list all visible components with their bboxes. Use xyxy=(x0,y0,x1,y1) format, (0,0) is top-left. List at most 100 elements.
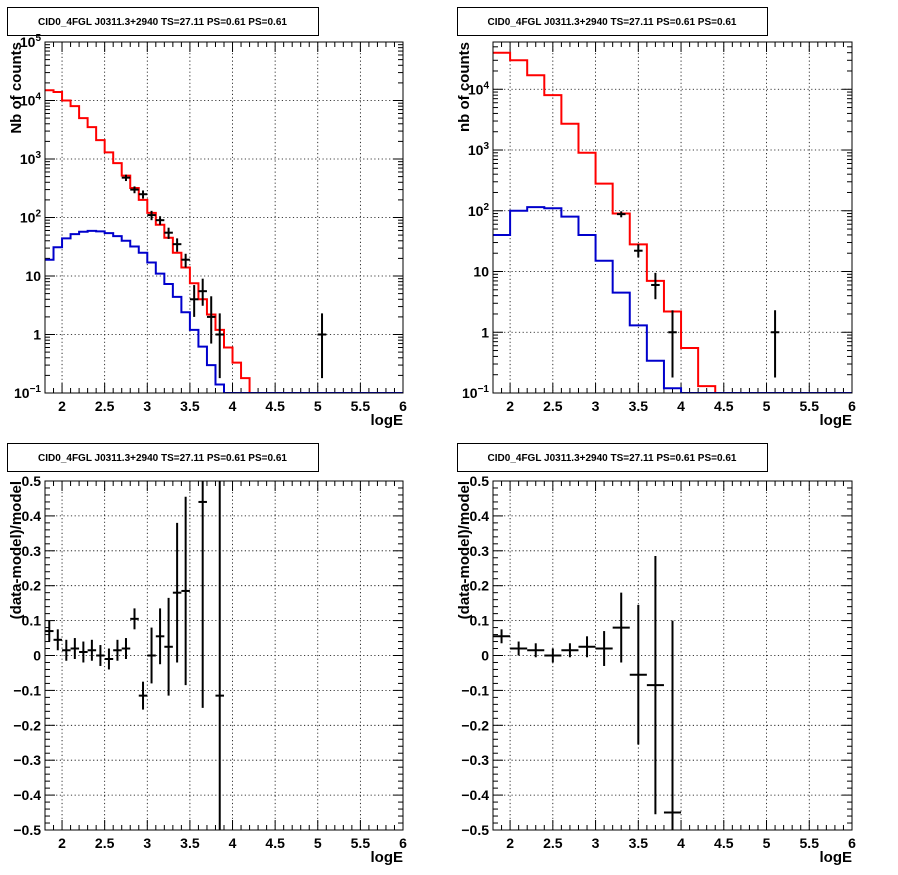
y-tick-label: 10−1 xyxy=(14,384,41,401)
data-point xyxy=(87,639,97,661)
x-tick-label: 4.5 xyxy=(714,398,734,414)
data-point xyxy=(510,641,528,656)
data-point xyxy=(198,278,207,306)
y-tick-label: 102 xyxy=(468,202,490,219)
data-point xyxy=(634,244,643,258)
chart-title: CID0_4FGL J0311.3+2940 TS=27.11 PS=0.61 … xyxy=(488,17,737,28)
x-tick-label: 5 xyxy=(314,835,322,851)
y-tick-label: 0.5 xyxy=(22,473,42,489)
grid xyxy=(493,42,852,393)
data-point xyxy=(147,627,156,684)
data-point xyxy=(616,211,626,218)
series-2-step-line xyxy=(45,229,403,393)
x-tick-label: 4.5 xyxy=(714,835,734,851)
data-point xyxy=(70,638,80,659)
plot-frame xyxy=(492,480,853,831)
x-tick-label: 5 xyxy=(763,835,771,851)
data-point xyxy=(172,522,182,663)
x-tick-label: 3.5 xyxy=(180,398,200,414)
panel-1: CID0_4FGL J0311.3+2940 TS=27.11 PS=0.61 … xyxy=(7,7,407,429)
data-point xyxy=(138,681,148,710)
title-box xyxy=(457,7,768,36)
x-tick-label: 6 xyxy=(848,398,856,414)
y-tick-label: 105 xyxy=(20,33,42,50)
data-point xyxy=(53,629,63,651)
series-group xyxy=(45,481,224,830)
chart-title: CID0_4FGL J0311.3+2940 TS=27.11 PS=0.61 … xyxy=(38,17,287,28)
y-tick-label: 0.4 xyxy=(22,508,42,524)
x-tick-label: 2 xyxy=(506,398,514,414)
y-tick-label: 0.1 xyxy=(470,613,490,629)
x-axis-label: logE xyxy=(371,849,404,866)
data-point xyxy=(561,643,579,658)
data-point xyxy=(155,608,165,665)
y-tick-label: −0.1 xyxy=(461,682,489,698)
y-tick-label: −0.1 xyxy=(13,682,41,698)
x-axis-label: logE xyxy=(820,412,853,429)
panel-2: CID0_4FGL J0311.3+2940 TS=27.11 PS=0.61 … xyxy=(456,7,856,429)
y-tick-label: −0.3 xyxy=(13,752,41,768)
x-tick-label: 5.5 xyxy=(351,398,371,414)
x-tick-label: 6 xyxy=(848,835,856,851)
data-point xyxy=(113,639,122,661)
y-tick-label: 104 xyxy=(468,80,490,97)
series-1-step-line xyxy=(493,51,852,393)
x-tick-label: 4 xyxy=(677,835,685,851)
data-point xyxy=(663,620,682,830)
data-point xyxy=(155,216,165,225)
data-point xyxy=(62,639,71,661)
data-point xyxy=(172,238,182,252)
y-tick-label: −0.5 xyxy=(13,822,41,838)
y-tick-label: 0.4 xyxy=(470,508,490,524)
data-point xyxy=(215,481,224,830)
y-tick-label: −0.3 xyxy=(461,752,489,768)
y-axis-label: (data-model)/model xyxy=(8,481,25,619)
chart-title: CID0_4FGL J0311.3+2940 TS=27.11 PS=0.61 … xyxy=(38,453,287,464)
x-tick-label: 2.5 xyxy=(95,398,115,414)
x-tick-label: 5 xyxy=(763,398,771,414)
x-axis-label: logE xyxy=(820,849,853,866)
series-group xyxy=(493,51,852,393)
y-tick-label: 1 xyxy=(33,327,41,343)
panel-4: CID0_4FGL J0311.3+2940 TS=27.11 PS=0.61 … xyxy=(456,443,856,866)
data-point xyxy=(317,313,327,379)
x-tick-label: 5.5 xyxy=(800,835,820,851)
data-point xyxy=(651,272,660,300)
series-1-step-line xyxy=(45,89,403,393)
x-tick-label: 3 xyxy=(592,398,600,414)
x-tick-label: 2.5 xyxy=(95,835,115,851)
x-tick-label: 2 xyxy=(506,835,514,851)
x-tick-label: 3.5 xyxy=(180,835,200,851)
y-tick-label: 0.3 xyxy=(22,543,42,559)
data-point xyxy=(578,636,596,658)
y-tick-label: 10−1 xyxy=(462,384,489,401)
x-tick-label: 6 xyxy=(399,398,407,414)
title-box xyxy=(457,443,768,472)
y-tick-label: 10 xyxy=(25,268,41,284)
data-point xyxy=(493,629,511,644)
series-group xyxy=(493,556,682,830)
y-tick-label: 1 xyxy=(481,324,489,340)
title-box xyxy=(7,443,319,472)
x-tick-label: 4.5 xyxy=(265,398,285,414)
series-group xyxy=(45,89,403,393)
data-point xyxy=(206,296,216,344)
panel-3: CID0_4FGL J0311.3+2940 TS=27.11 PS=0.61 … xyxy=(7,443,407,866)
y-tick-label: 0.2 xyxy=(470,578,490,594)
y-tick-label: 10 xyxy=(473,264,489,280)
x-tick-label: 3.5 xyxy=(629,835,649,851)
data-point xyxy=(121,638,131,659)
x-tick-label: 4 xyxy=(677,398,685,414)
data-point xyxy=(215,313,224,379)
x-tick-label: 4 xyxy=(229,398,237,414)
data-point xyxy=(164,227,173,239)
data-point xyxy=(104,648,114,670)
y-tick-label: 0 xyxy=(481,648,489,664)
data-point xyxy=(189,285,199,317)
x-tick-label: 5.5 xyxy=(351,835,371,851)
x-tick-label: 4.5 xyxy=(265,835,285,851)
grid xyxy=(45,42,403,393)
chart-title: CID0_4FGL J0311.3+2940 TS=27.11 PS=0.61 … xyxy=(488,453,737,464)
data-point xyxy=(45,620,54,642)
